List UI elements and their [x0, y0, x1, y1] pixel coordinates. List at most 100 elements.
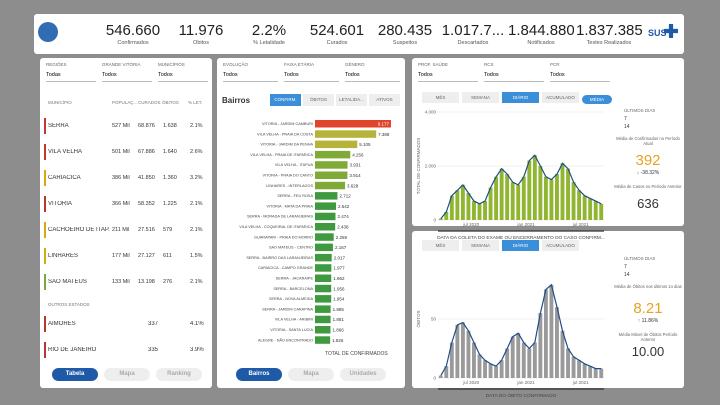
bar	[555, 307, 559, 378]
bar-value: 1.962	[333, 276, 345, 281]
table-cell: VILA VELHA	[48, 149, 83, 155]
bar	[460, 322, 465, 378]
bar-label: SERRA - BARCELONA	[273, 287, 313, 291]
filter-dropdown[interactable]: Todos	[223, 70, 278, 82]
period-button[interactable]: ACUMULADO	[542, 240, 579, 251]
stat-label: Média de Confirmados no Período Atual	[616, 136, 680, 146]
logo	[38, 22, 58, 42]
bar	[466, 330, 471, 378]
toggle-button[interactable]: ATIVOS	[369, 94, 400, 106]
y-axis-label: ÓBITOS	[415, 311, 421, 328]
bar-label: SERRA - JACARAIPE	[276, 277, 314, 281]
column-header: POPULAÇ...	[112, 100, 138, 105]
filter-dropdown[interactable]: Todos	[102, 70, 152, 82]
footer-label: TOTAL DE CONFIRMADOS	[325, 351, 388, 357]
bairros-chart: VITORIA - JARDIM CAMBURI 9.177 VILA VELHA …	[239, 120, 391, 344]
bar-label: VILA VELHA - ARIBIRI	[275, 318, 313, 322]
bar-value: 3.914	[349, 173, 361, 178]
bar	[560, 163, 565, 220]
period-button[interactable]: SEMANA	[462, 92, 499, 103]
kpi-value: 1.844.880	[508, 22, 574, 39]
tab[interactable]: Tabela	[52, 368, 98, 381]
bar	[488, 187, 493, 220]
filter-dropdown[interactable]: Todos	[484, 70, 544, 82]
filter-dropdown[interactable]: Todos	[418, 70, 478, 82]
bar-value: 1.826	[332, 338, 344, 343]
bar-label: VILA VELHA - PRAIA DA COSTA	[257, 132, 313, 136]
bar	[315, 202, 337, 210]
row-accent	[44, 144, 46, 160]
bar-value: 7.388	[378, 132, 390, 137]
bar	[510, 336, 515, 378]
radio-option[interactable]: 7	[624, 116, 627, 122]
table-cell: SERRA	[48, 123, 69, 129]
table-cell: 611	[163, 253, 172, 259]
period-button[interactable]: DIÁRIO	[502, 92, 539, 103]
toggle-button[interactable]: LETALIDA...	[336, 94, 367, 106]
stat-label: Média de Casos no Período Anterior	[614, 184, 682, 189]
bar	[516, 184, 521, 220]
filter-dropdown[interactable]: Todos	[345, 70, 400, 82]
toggle-button[interactable]: ÓBITOS	[303, 94, 334, 106]
period-button[interactable]: MÊS	[422, 92, 459, 103]
radio-option[interactable]: 14	[624, 272, 630, 278]
bar	[494, 176, 499, 220]
table-cell: 1.5%	[190, 253, 203, 259]
stat-label: Média Móvel de Óbitos Período Anterior	[618, 332, 678, 342]
tab[interactable]: Bairros	[236, 368, 282, 381]
filter-dropdown[interactable]: Todos	[284, 70, 339, 82]
table-cell: 3.9%	[190, 347, 204, 353]
table-cell: 2.1%	[190, 201, 203, 207]
period-button[interactable]: SEMANA	[462, 240, 499, 251]
tab[interactable]: Unidades	[340, 368, 386, 381]
tab[interactable]: Ranking	[156, 368, 202, 381]
bar	[510, 182, 515, 220]
bar-label: SERRA - FEU ROSA	[277, 194, 313, 198]
x-tick-label: jan 2021	[516, 380, 535, 385]
bar	[588, 198, 593, 220]
period-button[interactable]: MÊS	[422, 240, 459, 251]
stat-change: ↓ -38.32%	[636, 170, 660, 176]
table-cell: 177 Mil	[112, 253, 130, 259]
row-accent	[44, 118, 46, 134]
toggle[interactable]: MÉDIA	[582, 95, 612, 104]
period-button[interactable]: DIÁRIO	[502, 240, 539, 251]
toggle-button[interactable]: CONFIRM.	[270, 94, 301, 106]
radio-option[interactable]: 14	[624, 124, 630, 130]
bar-label: SERRA - NOVA ALMEIDA	[269, 297, 313, 301]
bar	[315, 161, 348, 169]
bar	[315, 253, 332, 262]
row-accent	[44, 316, 46, 332]
bar	[527, 348, 532, 378]
filter-label: FAIXA ETÁRIA	[284, 62, 315, 67]
bar	[315, 264, 332, 272]
tab[interactable]: Mapa	[104, 368, 150, 381]
table-cell: 27.127	[138, 253, 155, 259]
chart: 0 2.000 4.000 TOTAL DE CONFIRMADOS jul 2020 j…	[416, 110, 605, 242]
table-cell: 579	[163, 227, 173, 233]
bar	[315, 326, 331, 334]
bar	[315, 140, 358, 149]
table-cell: 527 Mil	[112, 123, 130, 129]
period-button[interactable]: ACUMULADO	[542, 92, 579, 103]
bar	[438, 375, 443, 378]
bar-label: VILA VELHA - ITAPUA	[275, 163, 314, 167]
bar	[549, 284, 554, 378]
bar-label: GUARAPARI - PRAIA DO MORRO	[254, 235, 313, 239]
bar	[588, 366, 593, 378]
table-cell: 2.1%	[190, 123, 203, 129]
bar-value: 3.931	[350, 163, 362, 168]
filter-dropdown[interactable]: Todas	[46, 70, 96, 82]
filter-dropdown[interactable]: Todos	[158, 70, 208, 82]
filter-dropdown[interactable]: Todos	[550, 70, 610, 82]
table-cell: 1.225	[163, 201, 177, 207]
bar	[582, 195, 587, 220]
table-cell: 276	[163, 279, 173, 285]
bar-value: 4.256	[352, 152, 364, 157]
radio-option[interactable]: 7	[624, 264, 627, 270]
column-header: % LET.	[188, 100, 203, 105]
bar	[555, 174, 559, 220]
kpi-value: 2.2%	[251, 22, 287, 39]
table-cell: 13.198	[138, 279, 155, 285]
tab[interactable]: Mapa	[288, 368, 334, 381]
